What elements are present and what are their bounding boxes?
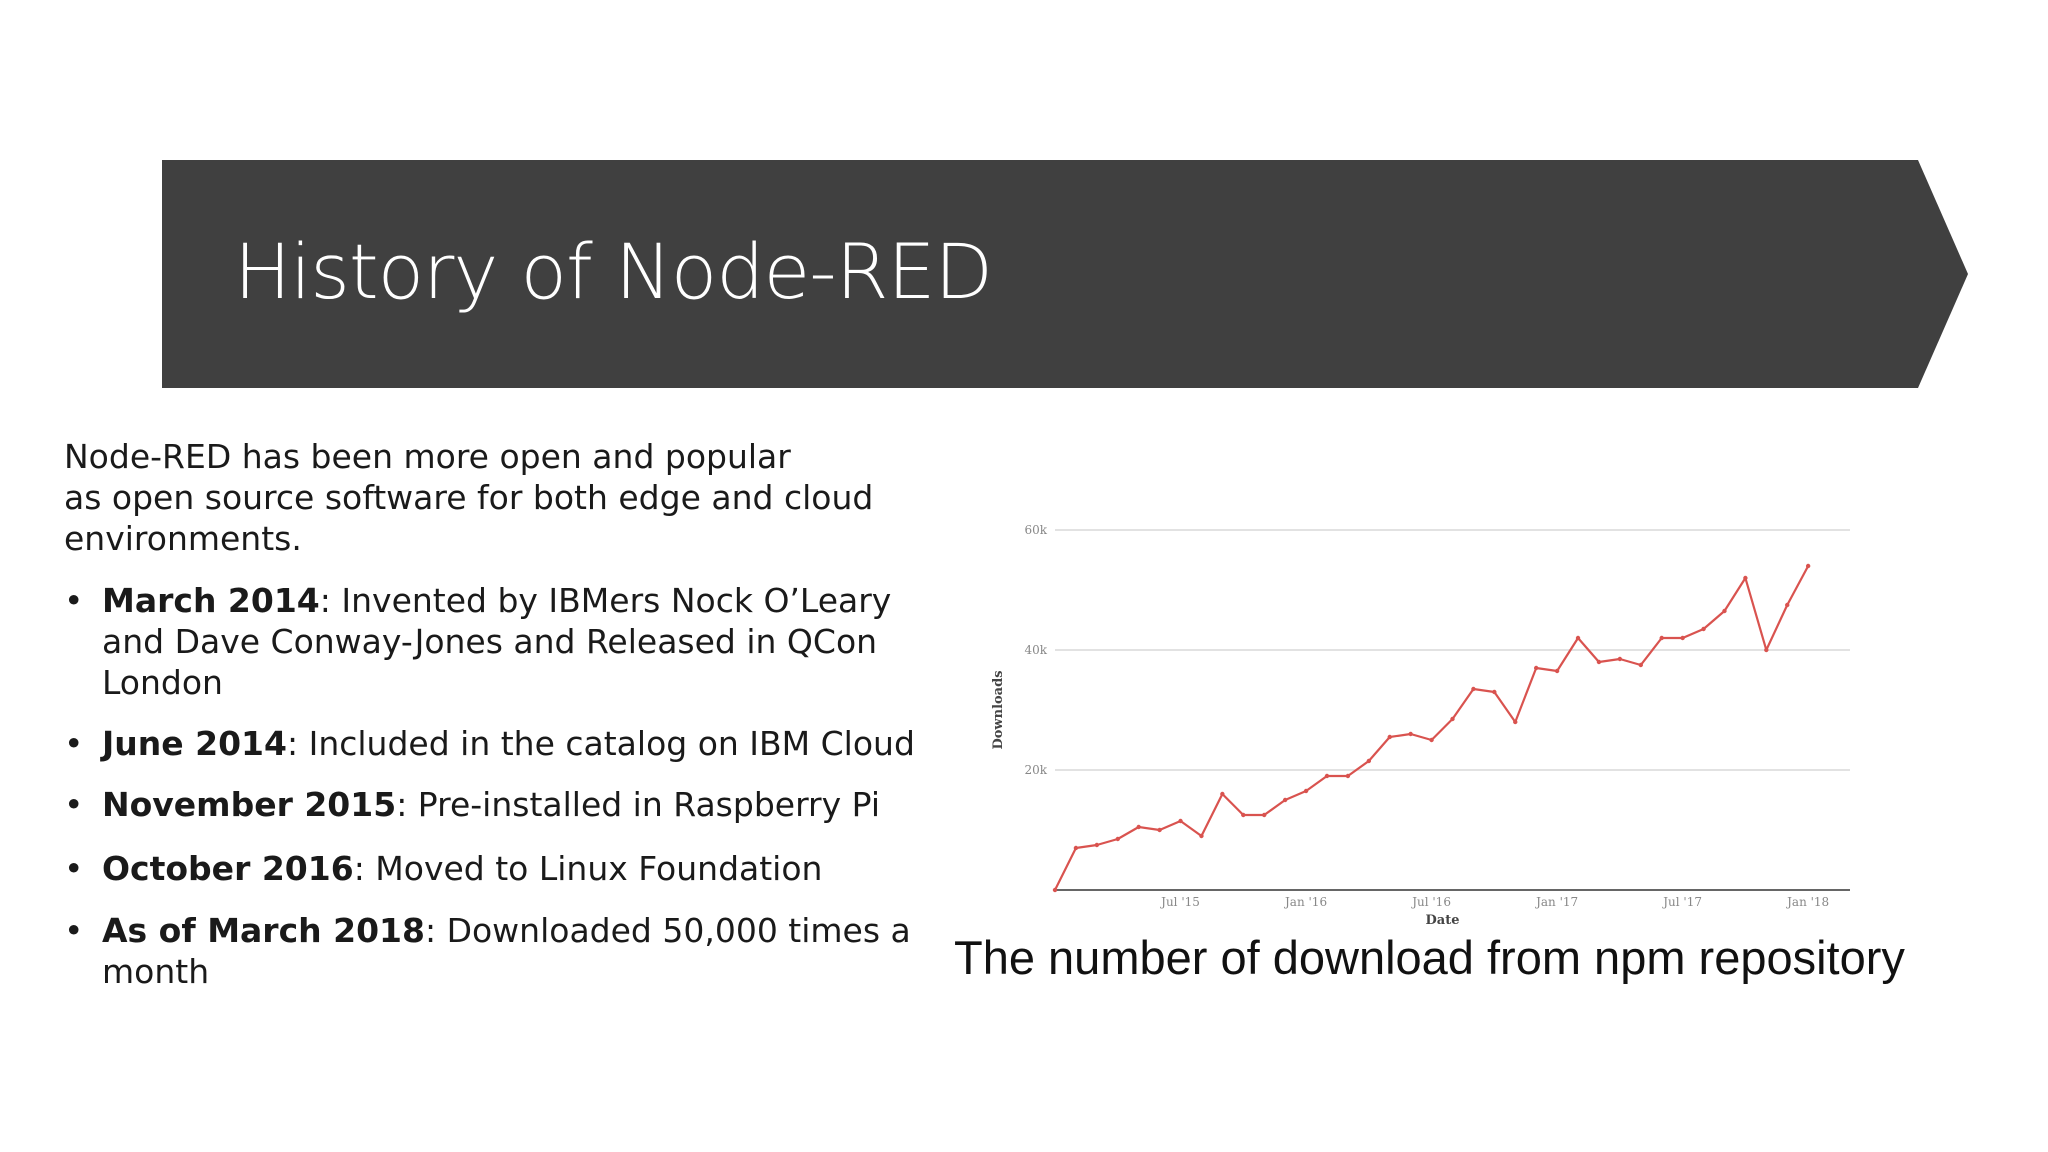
- bullet-dot-icon: •: [64, 849, 84, 888]
- data-point: [1408, 731, 1413, 737]
- bullet-text: : Included in the catalog on IBM Cloud: [286, 724, 915, 763]
- data-point: [1052, 887, 1058, 893]
- data-point: [1617, 656, 1623, 662]
- bullet-item: • As of March 2018: Downloaded 50,000 ti…: [64, 910, 944, 992]
- intro-line: as open source software for both edge an…: [64, 478, 874, 517]
- y-axis-title: Downloads: [991, 670, 1006, 749]
- data-point: [1805, 563, 1811, 569]
- downloads-chart: 20k 40k 60k Jul '15 Jan '16 Jul '16 Jan '17 Jul…: [980, 500, 1880, 950]
- data-point: [1429, 737, 1434, 743]
- intro-line: Node-RED has been more open and popular: [64, 437, 791, 476]
- intro-paragraph: Node-RED has been more open and popular …: [64, 436, 914, 559]
- x-tick-label: Jul '17: [1661, 895, 1702, 909]
- data-point: [1785, 602, 1790, 608]
- data-point: [1554, 668, 1560, 674]
- data-point: [1764, 647, 1769, 653]
- x-tick-label: Jan '17: [1534, 895, 1578, 909]
- data-point: [1659, 635, 1664, 641]
- bullet-date: June 2014: [102, 724, 287, 763]
- data-point: [1241, 812, 1246, 818]
- data-point: [1157, 827, 1162, 833]
- data-point: [1596, 659, 1602, 665]
- data-point: [1513, 719, 1518, 725]
- chart-caption: The number of download from npm reposito…: [954, 931, 1905, 984]
- history-bullet-list: • March 2014: Invented by IBMers Nock O’…: [64, 580, 944, 992]
- banner-shape: [162, 160, 1968, 388]
- data-point: [1073, 845, 1079, 851]
- bullet-text: : Pre-installed in Raspberry Pi: [396, 785, 880, 824]
- data-point: [1743, 575, 1748, 581]
- data-point: [1701, 626, 1706, 632]
- data-point: [1282, 797, 1288, 803]
- bullet-item: • October 2016: Moved to Linux Foundatio…: [64, 848, 944, 889]
- data-point: [1471, 686, 1476, 692]
- bullet-text: : Invented by IBMers Nock O’Leary and Da…: [102, 581, 892, 702]
- data-point: [1199, 833, 1204, 839]
- y-tick-label: 60k: [1024, 523, 1047, 537]
- data-point: [1303, 788, 1309, 794]
- bullet-date: November 2015: [102, 785, 397, 824]
- data-point: [1575, 635, 1581, 641]
- bullet-date: As of March 2018: [102, 911, 425, 950]
- downloads-chart-svg: 20k 40k 60k Jul '15 Jan '16 Jul '16 Jan '17 Jul…: [991, 523, 1850, 928]
- bullet-text: : Downloaded 50,000 times a month: [102, 911, 911, 991]
- data-point: [1324, 773, 1330, 779]
- data-point: [1533, 665, 1539, 671]
- data-point: [1220, 791, 1225, 797]
- data-point: [1094, 842, 1100, 848]
- x-axis-title: Date: [1426, 913, 1460, 928]
- data-point: [1345, 773, 1351, 779]
- bullet-date: March 2014: [102, 581, 320, 620]
- bullet-item: • March 2014: Invented by IBMers Nock O’…: [64, 580, 944, 703]
- intro-line: environments.: [64, 519, 302, 558]
- x-tick-label: Jan '16: [1283, 895, 1327, 909]
- bullet-item: • June 2014: Included in the catalog on …: [64, 723, 944, 764]
- data-point: [1115, 836, 1120, 842]
- bullet-item: • November 2015: Pre-installed in Raspbe…: [64, 784, 944, 825]
- downloads-series-line: [1053, 564, 1810, 892]
- bullet-dot-icon: •: [64, 581, 84, 620]
- data-point: [1136, 824, 1141, 830]
- y-tick-label: 40k: [1024, 643, 1047, 657]
- y-tick-label: 20k: [1024, 763, 1047, 777]
- data-point: [1722, 608, 1727, 614]
- data-point: [1366, 758, 1372, 764]
- data-point: [1638, 662, 1643, 668]
- x-tick-label: Jul '15: [1159, 895, 1200, 909]
- data-point: [1387, 734, 1392, 740]
- bullet-text: : Moved to Linux Foundation: [353, 849, 823, 888]
- data-point: [1450, 716, 1455, 722]
- x-tick-label: Jul '16: [1410, 895, 1451, 909]
- data-point: [1262, 812, 1267, 818]
- slide-title: History of Node-RED: [234, 227, 993, 316]
- x-tick-label: Jan '18: [1785, 895, 1829, 909]
- data-point: [1492, 689, 1497, 695]
- bullet-date: October 2016: [102, 849, 354, 888]
- bullet-dot-icon: •: [64, 911, 84, 950]
- data-point: [1680, 635, 1685, 641]
- data-point: [1178, 818, 1183, 824]
- title-banner: History of Node-RED: [162, 160, 1968, 388]
- bullet-dot-icon: •: [64, 785, 84, 824]
- bullet-dot-icon: •: [64, 724, 84, 763]
